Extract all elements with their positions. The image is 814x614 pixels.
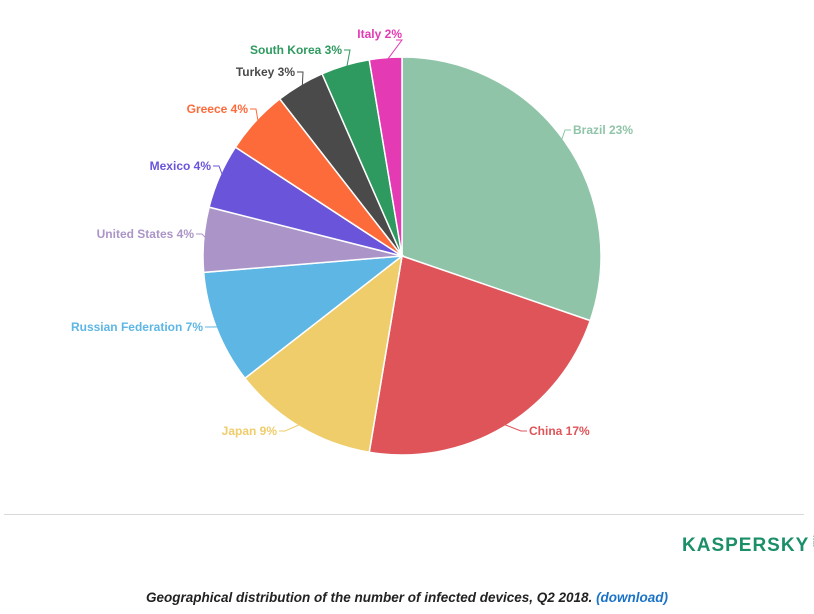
leader-line-japan [279,423,303,432]
slice-labels: Brazil 23% China 17% Japan 9% Russian Feder… [71,27,633,438]
pie-slice-brazil [401,56,602,322]
slice-label-united-states: United States 4% [97,227,195,241]
slice-label-japan: Japan 9% [222,424,278,438]
slice-label-south-korea: South Korea 3% [250,43,342,57]
pie-slice-japan [243,254,404,454]
pie-slice-italy [368,56,403,257]
leader-line-mexico [213,165,224,178]
caption-text: Geographical distribution of the number … [145,590,593,605]
leader-line-brazil [560,129,571,143]
leader-line-greece [250,108,259,124]
leader-line-turkey [297,71,304,89]
logo-wordmark: KASPERSKY [682,535,810,556]
slice-label-china: China 17% [529,424,590,438]
pie-slice-china [368,255,592,456]
pie-slice-russian-federation [202,255,405,380]
slice-label-mexico: Mexico 4% [150,159,212,173]
leader-line-south-korea [344,49,351,70]
logo-lab-suffix: lab [811,535,814,549]
chart-caption: Geographical distribution of the number … [0,590,814,605]
leader-line-united-states [196,233,209,241]
pie-chart: Brazil 23% China 17% Japan 9% Russian Feder… [71,27,633,456]
slice-label-turkey: Turkey 3% [236,65,295,79]
label-leader-lines [196,39,571,432]
leader-line-china [501,423,527,432]
slice-label-brazil: Brazil 23% [573,123,633,137]
kaspersky-logo: KASPERSKY lab [682,535,814,557]
slice-label-russian-federation: Russian Federation 7% [71,320,203,334]
slice-label-greece: Greece 4% [187,102,249,116]
leader-line-italy [385,39,403,62]
divider [4,514,804,515]
pie-slices [202,56,602,456]
slice-label-italy: Italy 2% [357,27,402,41]
download-link[interactable]: (download) [596,590,669,605]
